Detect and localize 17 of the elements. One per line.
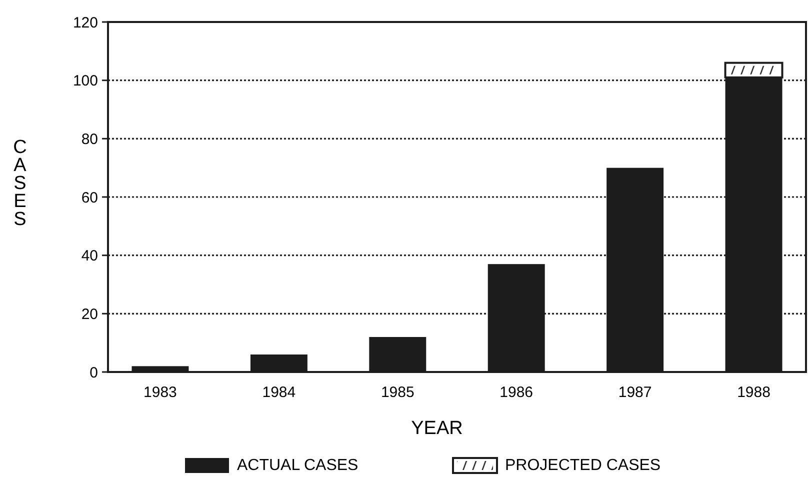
y-tick-label: 120	[72, 14, 98, 32]
y-tick-label: 40	[81, 248, 98, 265]
x-tick-label: 1985	[380, 384, 414, 401]
legend-label: PROJECTED CASES	[505, 457, 661, 474]
x-tick-label: 1986	[500, 384, 534, 401]
y-tick-label: 20	[81, 306, 98, 323]
x-axis-title: YEAR	[411, 418, 463, 439]
x-tick-label: 1983	[144, 384, 177, 401]
y-tick-label: 80	[81, 130, 98, 148]
y-tick-label: 100	[72, 72, 98, 90]
y-tick-label: 0	[90, 364, 98, 382]
x-tick-label: 1984	[262, 384, 296, 401]
x-tick-label: 1987	[618, 384, 652, 401]
y-axis-title: CASES	[10, 137, 30, 227]
legend-label: ACTUAL CASES	[237, 457, 358, 474]
y-tick-label: 60	[81, 189, 98, 206]
x-tick-label: 1988	[737, 384, 770, 401]
